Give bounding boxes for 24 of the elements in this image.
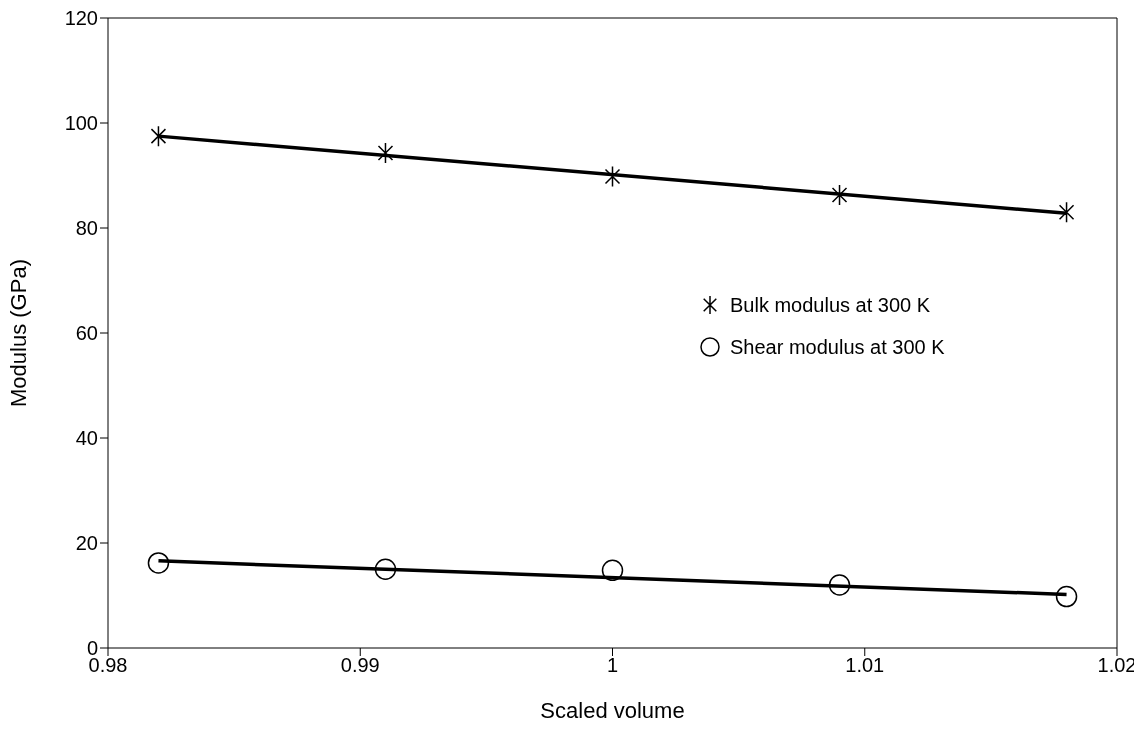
y-tick-label: 80 (75, 217, 98, 240)
point (374, 558, 397, 580)
point (377, 142, 394, 164)
point (601, 559, 624, 582)
point (604, 165, 621, 188)
y-tick-label: 60 (75, 322, 98, 345)
point (831, 184, 848, 206)
x-axis-title: Scaled volume (540, 698, 685, 723)
point (150, 125, 167, 147)
point (1058, 201, 1075, 223)
y-tick-label: 20 (75, 532, 98, 555)
legend-label: Bulk modulus at 300 K (730, 293, 931, 317)
point (828, 574, 851, 596)
x-tick-label: 0.98 (88, 654, 128, 677)
y-tick-label: 120 (64, 7, 98, 30)
point (147, 552, 170, 574)
x-tick-label: 0.99 (340, 654, 380, 677)
x-tick-label: 1 (606, 654, 619, 677)
point (1055, 585, 1078, 608)
y-tick-label: 100 (64, 112, 98, 135)
y-axis-title: Modulus (GPa) (5, 259, 31, 407)
x-tick-label: 1.01 (845, 654, 885, 677)
y-tick-label: 40 (75, 427, 98, 450)
legend-label: Shear modulus at 300 K (730, 335, 945, 359)
